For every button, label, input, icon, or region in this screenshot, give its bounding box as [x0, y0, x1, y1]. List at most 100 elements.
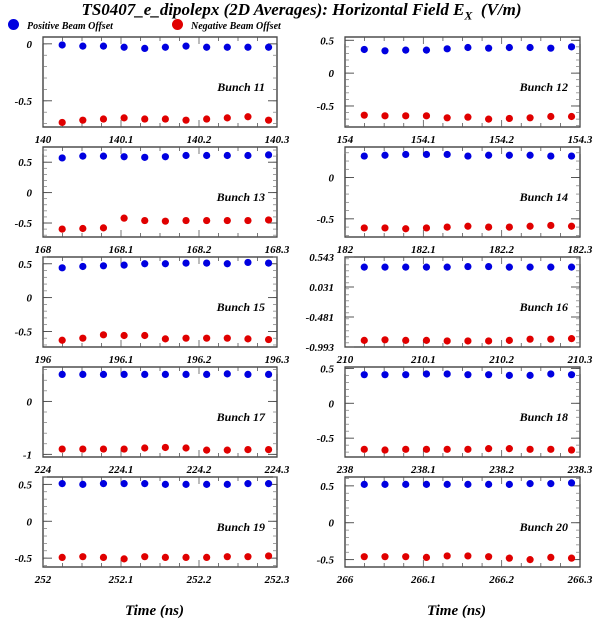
negative-offset-point: [360, 445, 368, 453]
negative-offset-point: [182, 444, 190, 452]
negative-offset-point: [443, 552, 451, 560]
positive-offset-point: [360, 263, 368, 271]
positive-offset-point: [58, 154, 66, 162]
positive-offset-point: [120, 261, 128, 269]
positive-offset-point: [443, 370, 451, 378]
negative-offset-point: [422, 112, 431, 120]
x-tick-label: 140: [35, 134, 52, 146]
y-tick-label: 0.5: [320, 481, 334, 493]
positive-offset-point: [381, 480, 389, 488]
positive-offset-point: [526, 263, 534, 271]
negative-offset-point: [464, 552, 472, 560]
negative-offset-point: [79, 445, 87, 453]
negative-offset-point: [58, 336, 66, 344]
positive-offset-point: [464, 262, 472, 271]
negative-offset-point: [402, 445, 410, 453]
negative-offset-point: [161, 553, 169, 562]
bunch-label: Bunch 17: [216, 410, 266, 424]
x-tick-label: 224.2: [186, 464, 212, 476]
negative-offset-point: [161, 115, 169, 123]
negative-offset-point: [381, 112, 389, 120]
y-tick-label: 0.5: [18, 157, 32, 169]
y-tick-label: -0.5: [15, 326, 33, 338]
y-tick-label: 0.031: [309, 282, 334, 294]
x-tick-label: 224: [34, 464, 52, 476]
positive-offset-point: [223, 480, 231, 488]
positive-offset-point: [526, 151, 534, 159]
panel-bunch-18: 238 238.1 238.2 238.3 0.5 0 -0.5 Bunch 18: [317, 363, 593, 476]
positive-offset-point: [360, 371, 368, 379]
y-tick-label: -0.5: [317, 101, 335, 113]
negative-offset-point: [547, 553, 555, 562]
negative-offset-point: [485, 337, 493, 345]
y-tick-label: 0: [329, 398, 335, 410]
positive-offset-point: [422, 46, 431, 54]
positive-offset-point: [161, 480, 169, 488]
negative-offset-point: [79, 553, 87, 561]
positive-offset-point: [264, 151, 273, 159]
legend-positive: Positive Beam Offset: [8, 19, 113, 32]
positive-offset-point: [464, 43, 472, 52]
negative-offset-point: [79, 224, 87, 233]
y-tick-label: -1: [23, 449, 32, 461]
bunch-label: Bunch 15: [216, 300, 265, 314]
positive-offset-point: [58, 480, 66, 488]
negative-offset-point: [485, 445, 493, 453]
negative-offset-point: [526, 556, 534, 564]
negative-offset-point: [547, 445, 555, 453]
x-tick-label: 168.1: [109, 244, 134, 256]
positive-offset-point: [161, 43, 169, 51]
negative-offset-point: [505, 223, 513, 231]
positive-offset-point: [547, 263, 555, 271]
positive-offset-point: [567, 43, 576, 51]
negative-offset-point: [264, 445, 273, 454]
x-tick-label: 140.2: [187, 134, 212, 146]
negative-offset-point: [99, 115, 108, 123]
x-tick-label: 196.3: [265, 354, 290, 366]
negative-offset-point: [223, 446, 231, 454]
plot-frame: [42, 366, 278, 458]
x-tick-label: 154.2: [489, 134, 514, 146]
positive-offset-point: [161, 260, 169, 268]
positive-offset-point: [422, 480, 431, 488]
negative-offset-point: [547, 221, 555, 230]
positive-offset-point: [244, 151, 252, 160]
positive-offset-point: [443, 150, 451, 159]
negative-offset-point: [141, 444, 149, 452]
x-tick-label: 266.1: [410, 574, 436, 586]
x-tick-label: 224.1: [108, 464, 134, 476]
negative-offset-point: [505, 336, 513, 344]
positive-offset-point: [422, 150, 431, 159]
negative-offset-point: [567, 112, 576, 121]
y-tick-label: 0.5: [18, 259, 32, 271]
bunch-label: Bunch 14: [519, 190, 568, 204]
bunch-label: Bunch 16: [519, 300, 568, 314]
bunch-label: Bunch 20: [519, 520, 568, 534]
positive-offset-point: [526, 480, 534, 488]
negative-offset-point: [526, 335, 534, 343]
positive-offset-point: [567, 152, 576, 160]
negative-offset-point: [360, 336, 368, 344]
panel-bunch-11: 140 140.1 140.2 140.3 0 -0.5 Bunch 11: [15, 36, 290, 146]
positive-offset-point: [264, 259, 273, 267]
positive-offset-point: [264, 43, 273, 51]
y-tick-label: 0: [27, 396, 33, 408]
y-tick-label: -0.5: [15, 218, 33, 230]
title-main: TS0407_e_dipolepx (2D Averages): Horizon…: [81, 0, 465, 19]
negative-offset-point: [264, 552, 273, 560]
negative-offset-point: [443, 337, 451, 345]
title-unit: (V/m): [480, 0, 522, 19]
negative-offset-point: [547, 112, 555, 121]
negative-offset-point: [402, 553, 410, 561]
positive-offset-point: [402, 371, 410, 379]
x-tick-label: 154: [337, 134, 354, 146]
negative-offset-point: [547, 335, 555, 343]
bunch-label: Bunch 11: [216, 80, 265, 94]
positive-offset-point: [485, 151, 493, 159]
positive-offset-point: [79, 262, 87, 271]
bunch-label: Bunch 13: [216, 190, 265, 204]
positive-offset-point: [505, 263, 513, 271]
x-tick-label: 238.1: [410, 464, 436, 476]
positive-offset-point: [203, 259, 211, 267]
